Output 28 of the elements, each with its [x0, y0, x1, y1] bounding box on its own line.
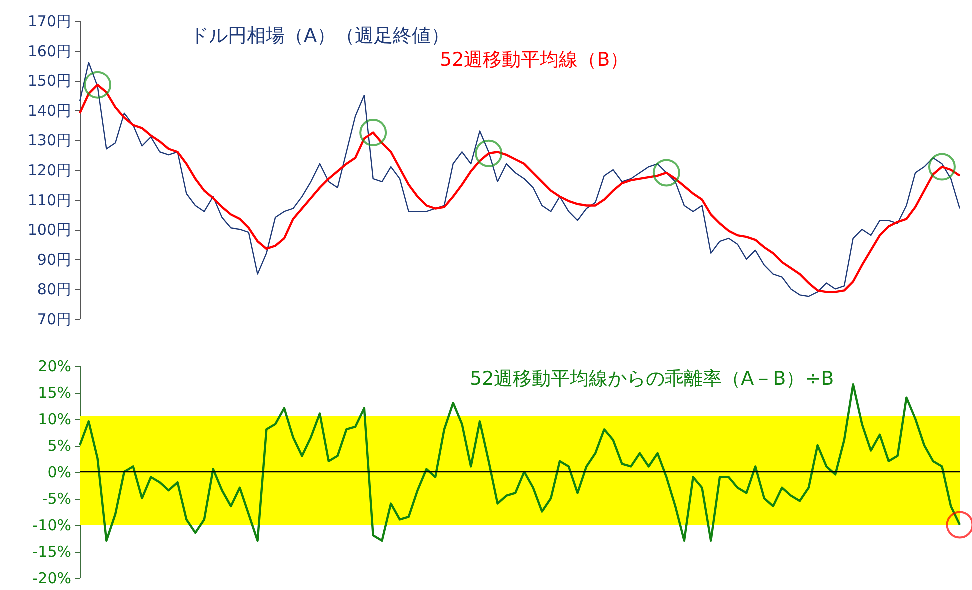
y-tick-label: 10%	[38, 410, 72, 428]
y-tick-label: 170円	[28, 12, 72, 30]
text: ドル円相場（A）（週足終値）	[190, 25, 450, 47]
point	[652, 159, 680, 187]
y-tick-label: 100円	[28, 221, 72, 240]
y-tick-label: 20%	[38, 358, 72, 376]
y-tick-label: 5%	[48, 437, 72, 455]
y-tick-label: 140円	[28, 102, 72, 120]
y-tick-label: 90円	[37, 250, 72, 269]
point	[84, 71, 112, 99]
y-tick-label: 70円	[37, 310, 72, 328]
text: 52週移動平均線（B）	[440, 49, 630, 71]
y-tick-label: 80円	[37, 280, 72, 299]
y-tick-label: 110円	[28, 191, 72, 210]
point	[475, 140, 503, 168]
y-tick-label: 150円	[28, 72, 72, 90]
y-tick-label: -20%	[32, 570, 72, 588]
point	[360, 119, 388, 146]
y-tick-label: 120円	[28, 162, 72, 180]
y-tick-label: -10%	[32, 516, 72, 534]
series-label: 52週移動平均線からの乖離率（A－B）÷B	[470, 368, 834, 390]
y-tick-label: -15%	[32, 543, 72, 561]
y-tick-label: 130円	[28, 132, 72, 150]
y-tick-label: 160円	[28, 42, 72, 60]
y-tick-label: 15%	[38, 384, 72, 402]
y-tick-label: 0%	[48, 464, 72, 482]
point	[928, 153, 956, 181]
y-tick-label: -5%	[42, 490, 72, 508]
